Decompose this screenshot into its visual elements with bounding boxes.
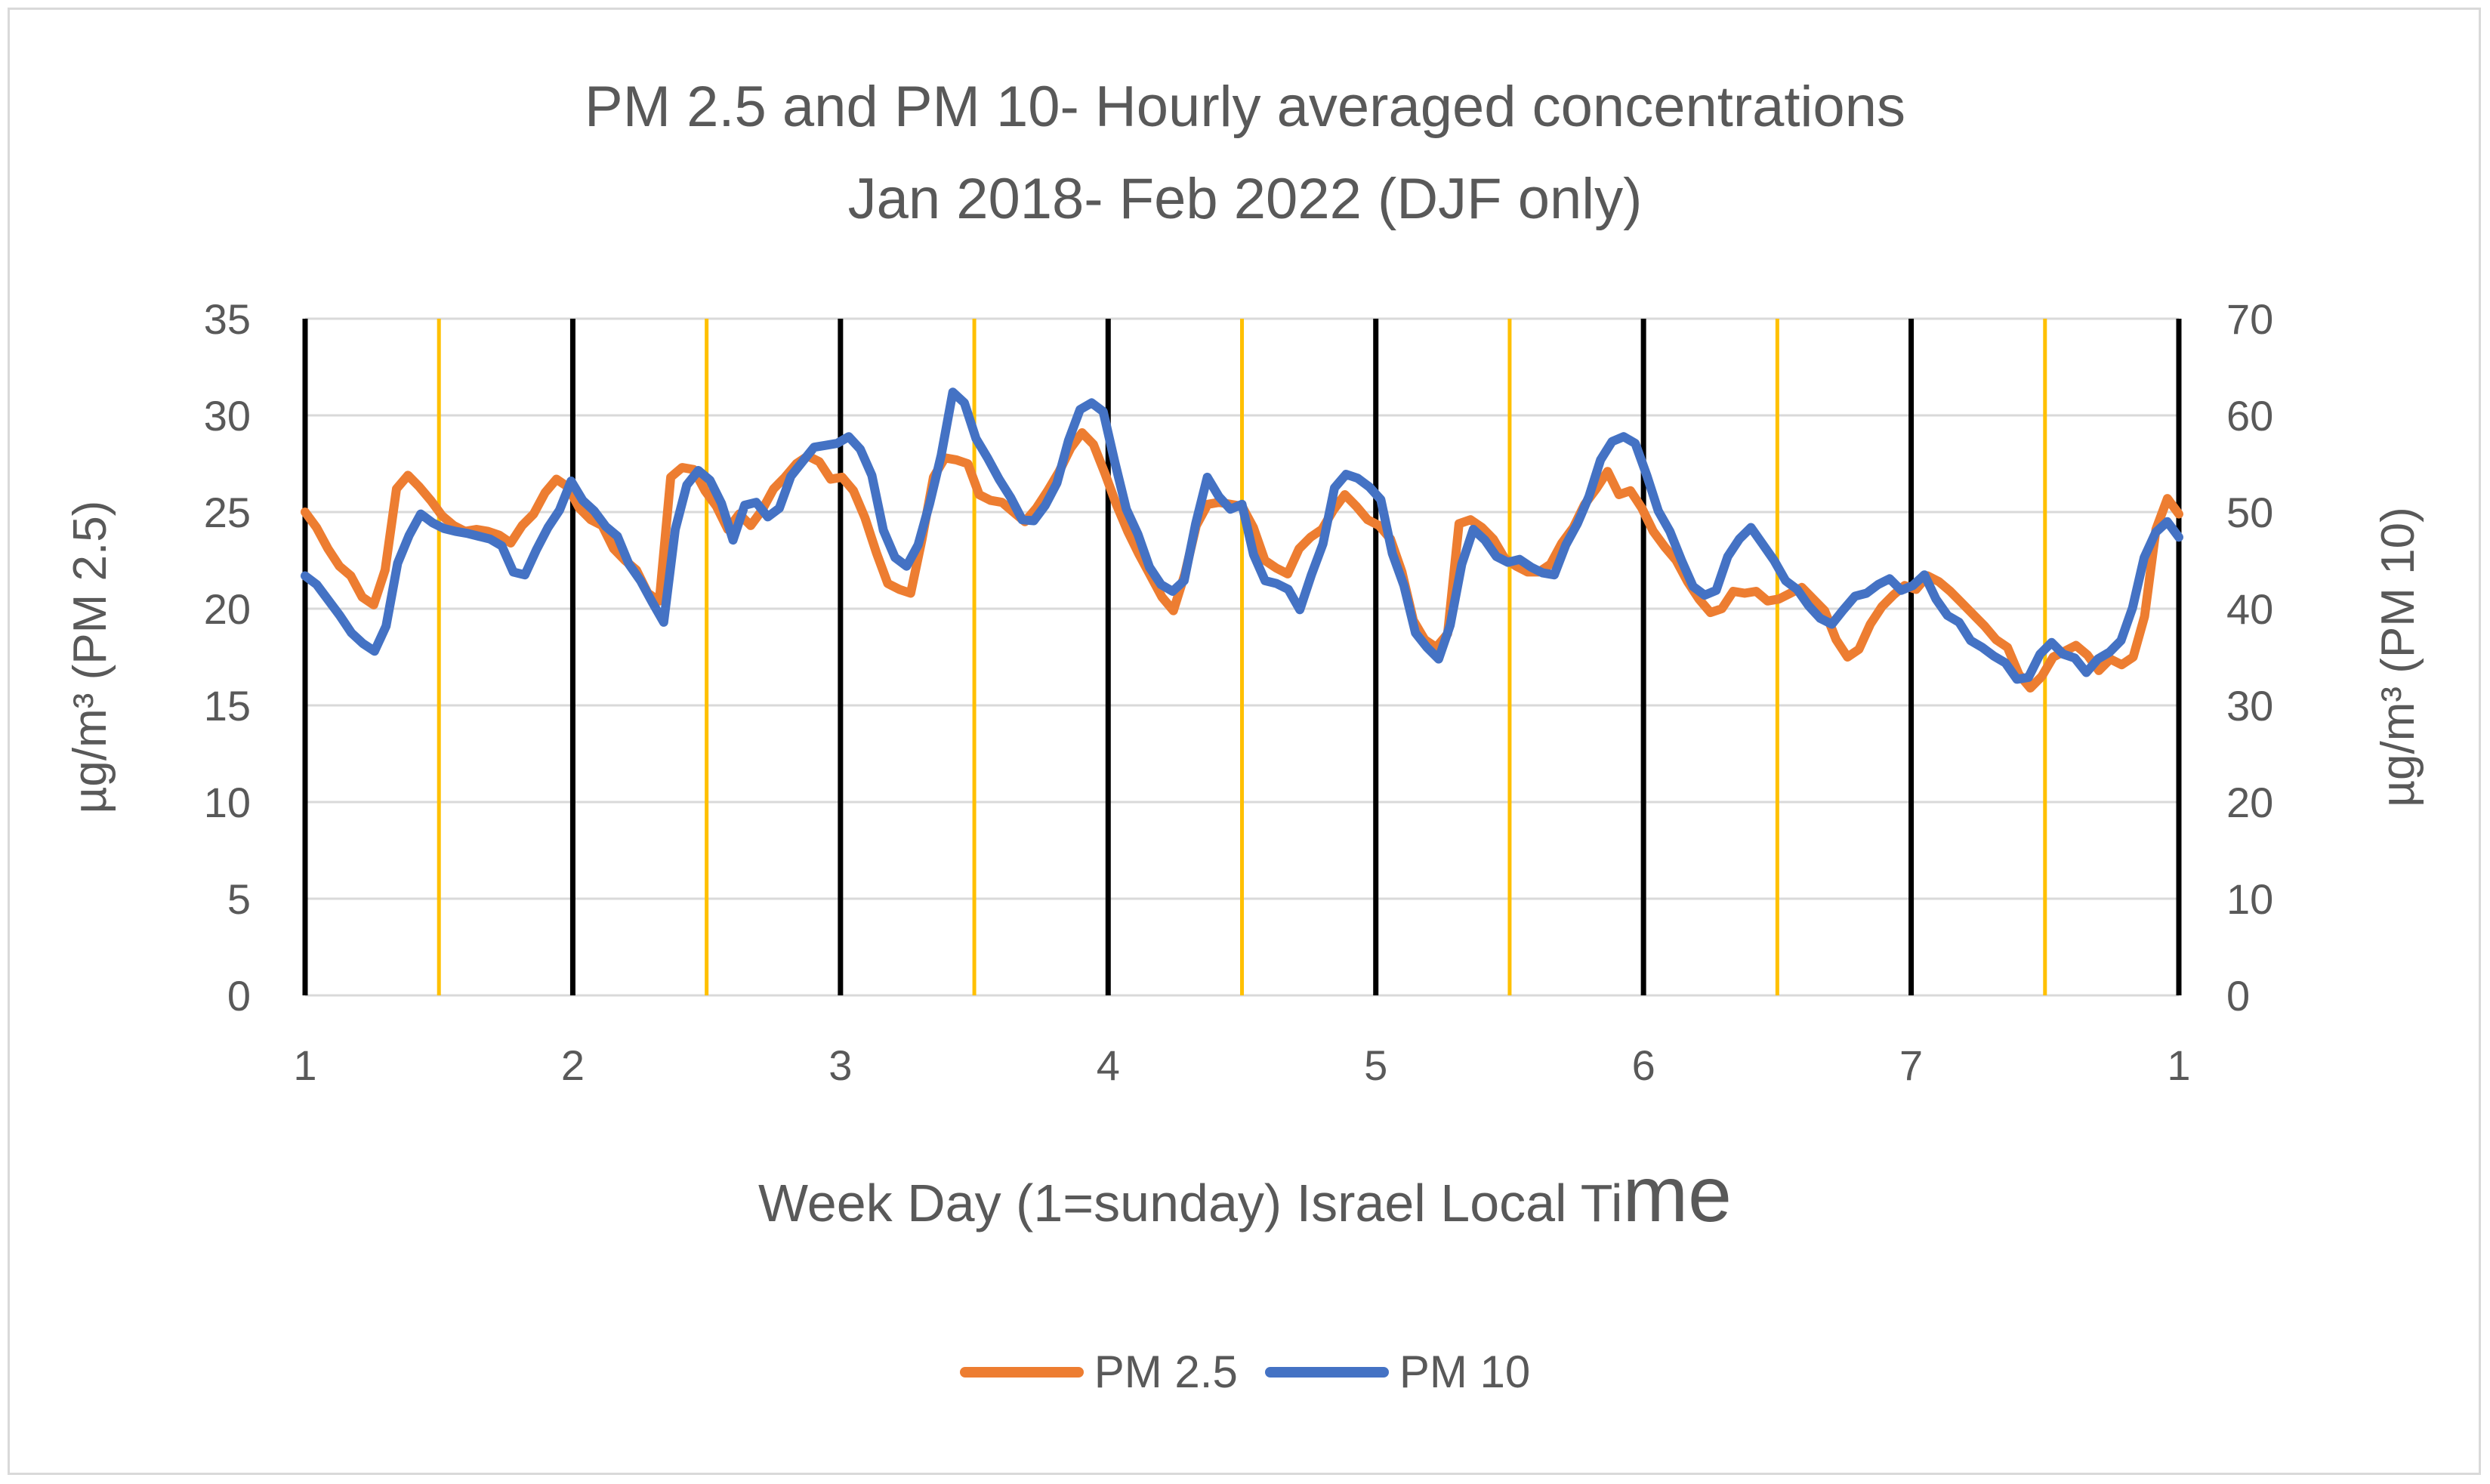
y-right-tick-label-1: 10: [2226, 875, 2273, 923]
chart-title-line-2: Jan 2018- Feb 2022 (DJF only): [847, 167, 1643, 231]
y-right-tick-label-3: 30: [2226, 682, 2273, 730]
x-axis-title: Week Day (1=sunday) Israel Local Time: [0, 1155, 2490, 1234]
y-right-tick-label-0: 0: [2226, 972, 2250, 1020]
y-axis-left-title: µg/m³ (PM 2.5): [64, 501, 116, 814]
legend-label-pm10: PM 10: [1399, 1347, 1531, 1397]
y-right-tick-label-6: 60: [2226, 392, 2273, 440]
legend-item-pm10: PM 10: [1264, 1346, 1531, 1398]
legend-swatch-pm25: [959, 1366, 1084, 1378]
y-axis-right-title: µg/m³ (PM 10): [2372, 507, 2424, 807]
y-right-tick-label-5: 50: [2226, 489, 2273, 536]
x-tick-label-2: 3: [828, 1041, 852, 1089]
y-right-tick-label-7: 70: [2226, 295, 2273, 343]
x-tick-label-7: 1: [2167, 1041, 2190, 1089]
day-separator-lines: [302, 319, 2182, 995]
y-left-tick-label-7: 35: [204, 295, 251, 343]
data-series: [301, 387, 2183, 693]
y-right-tick-label-4: 40: [2226, 585, 2273, 633]
legend-item-pm25: PM 2.5: [959, 1346, 1238, 1398]
legend: PM 2.5 PM 10: [0, 1346, 2490, 1398]
series-line-pm10: [301, 387, 2183, 684]
legend-label-pm25: PM 2.5: [1094, 1347, 1238, 1397]
y-right-tick-label-2: 20: [2226, 779, 2273, 826]
x-tick-label-4: 5: [1364, 1041, 1387, 1089]
y-left-tick-label-2: 10: [204, 779, 251, 826]
x-tick-label-0: 1: [293, 1041, 316, 1089]
chart-frame: [8, 8, 2481, 1475]
y-left-tick-label-3: 15: [204, 682, 251, 730]
y-left-tick-label-4: 20: [204, 585, 251, 633]
x-axis-title-main: Week Day (1=sunday) Israel Local Ti: [758, 1174, 1623, 1233]
legend-swatch-pm10: [1264, 1366, 1389, 1378]
y-left-tick-label-5: 25: [204, 489, 251, 536]
chart-title-line-1: PM 2.5 and PM 10- Hourly averaged concen…: [585, 75, 1905, 139]
y-left-tick-label-0: 0: [227, 972, 251, 1020]
y-left-tick-label-1: 5: [227, 875, 251, 923]
tick-labels: 0 5 10 15 20 25 30 35 0 10 20 30 40 50 60 70 1 2 3 4 5 6 7 1: [204, 295, 2274, 1089]
x-tick-label-1: 2: [561, 1041, 585, 1089]
x-axis-title-tail: me: [1622, 1151, 1732, 1239]
x-tick-label-5: 6: [1632, 1041, 1655, 1089]
x-tick-label-6: 7: [1899, 1041, 1923, 1089]
y-left-tick-label-6: 30: [204, 392, 251, 440]
x-tick-label-3: 4: [1097, 1041, 1120, 1089]
